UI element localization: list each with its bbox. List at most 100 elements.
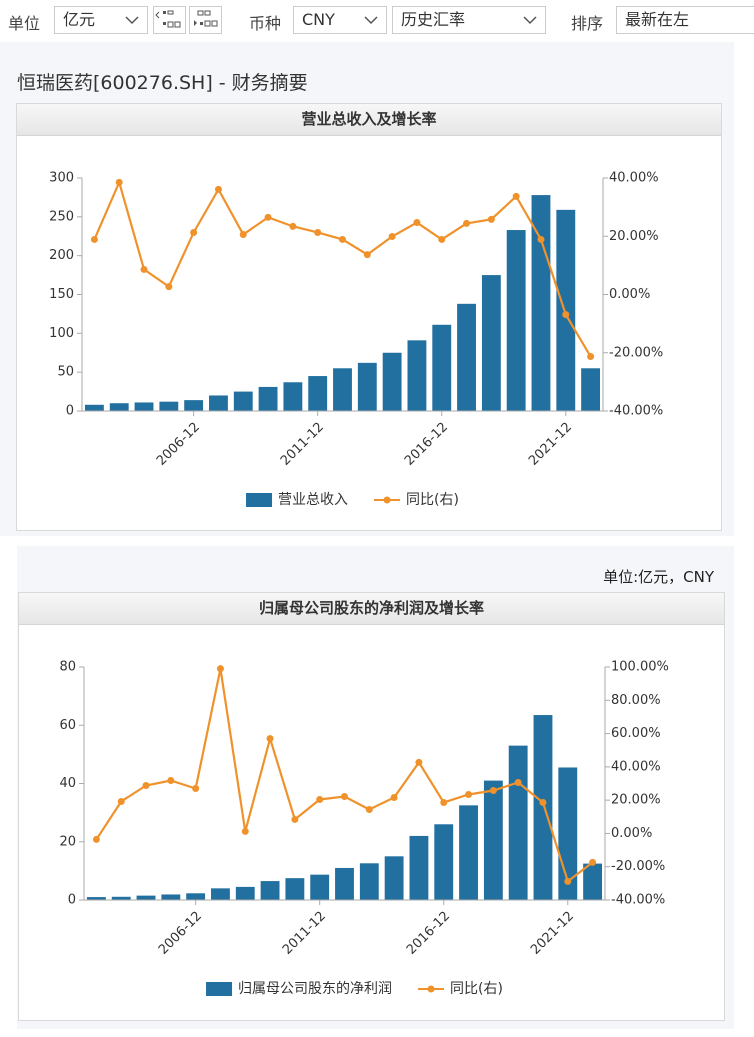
bar xyxy=(84,404,104,411)
line-point xyxy=(192,784,200,792)
unit-select[interactable]: 亿元 xyxy=(54,6,148,34)
bar xyxy=(556,209,576,411)
line-point xyxy=(291,815,299,823)
x-tick-label: 2011-12 xyxy=(280,909,329,958)
line-point xyxy=(589,858,597,866)
y2-tick-label: -40.00% xyxy=(611,893,665,908)
bar xyxy=(583,863,603,900)
line-point xyxy=(363,251,371,259)
bar xyxy=(357,362,377,411)
legend-item: 同比(右) xyxy=(374,492,459,508)
bar xyxy=(382,352,402,411)
y-tick-label: 300 xyxy=(49,171,74,186)
chart: 0 20 40 60 80 -40.00% -20.00% 0.00% 20.00% 40.00%… xyxy=(59,660,668,998)
bar xyxy=(235,886,255,900)
legend-swatch xyxy=(427,985,435,993)
line-point xyxy=(388,233,396,241)
line-point xyxy=(463,219,471,227)
line-point xyxy=(239,231,247,239)
line-point xyxy=(365,805,373,813)
line-point xyxy=(465,790,473,798)
line-point xyxy=(564,877,572,885)
y-tick-label: 150 xyxy=(49,287,74,302)
line-point xyxy=(512,192,520,200)
bar xyxy=(184,400,204,411)
chart-title: 归属母公司股东的净利润及增长率 xyxy=(19,593,724,625)
line-point xyxy=(266,735,274,743)
chevron xyxy=(364,16,378,25)
bar xyxy=(359,863,379,900)
currency-select[interactable]: CNY xyxy=(293,6,387,34)
bar xyxy=(186,893,206,900)
line-point xyxy=(390,793,398,801)
chart-panel: 营业总收入及增长率 0 50 100 150 200 250 300 -40.00% -20.00… xyxy=(16,103,722,531)
unit-value: 亿元 xyxy=(63,10,96,29)
line-point xyxy=(92,835,100,843)
icon xyxy=(155,10,181,28)
y-tick-label: 0 xyxy=(68,893,76,908)
bar xyxy=(308,376,328,411)
page-title: 恒瑞医药[600276.SH] - 财务摘要 xyxy=(17,72,308,94)
x-tick-label: 2016-12 xyxy=(402,420,451,469)
decimal-decrease-button[interactable] xyxy=(153,6,186,34)
bar xyxy=(209,395,228,411)
legend-item: 营业总收入 xyxy=(246,492,348,508)
y2-tick-label: 0.00% xyxy=(609,287,650,302)
sort-value: 最新在左 xyxy=(625,10,690,29)
bar xyxy=(432,324,452,411)
y2-tick-label: 60.00% xyxy=(611,726,661,741)
unit-label: 单位 xyxy=(8,14,41,33)
bar xyxy=(506,230,526,411)
line-point xyxy=(487,215,495,223)
bar xyxy=(111,896,131,900)
line-point xyxy=(314,228,322,236)
bar xyxy=(86,897,106,900)
line-point xyxy=(115,178,123,186)
bar xyxy=(211,888,230,900)
x-tick-label: 2011-12 xyxy=(278,420,327,469)
y-tick-label: 40 xyxy=(59,776,76,791)
currency-value: CNY xyxy=(302,10,335,29)
line-point xyxy=(562,311,570,319)
bar xyxy=(481,275,501,411)
legend: 归属母公司股东的净利润 同比(右) xyxy=(206,980,503,997)
unit-note: 单位:亿元，CNY xyxy=(603,568,714,586)
y2-tick-label: -40.00% xyxy=(609,404,663,419)
bar xyxy=(285,878,305,900)
bar xyxy=(136,895,156,900)
y-tick-label: 20 xyxy=(59,834,76,849)
y2-tick-label: 20.00% xyxy=(611,793,661,808)
decimal-increase-button[interactable] xyxy=(189,6,222,34)
y2-tick-label: -20.00% xyxy=(609,345,663,360)
bar xyxy=(283,382,303,411)
y2-tick-label: 80.00% xyxy=(611,693,661,708)
bar xyxy=(109,403,129,411)
rate-select[interactable]: 历史汇率 xyxy=(392,6,546,34)
legend-swatch xyxy=(206,982,233,996)
line-point xyxy=(165,283,173,291)
y-tick-label: 0 xyxy=(66,404,74,419)
line-point xyxy=(587,353,595,361)
bar xyxy=(434,824,454,900)
chart: 0 50 100 150 200 250 300 -40.00% -20.00% 0.00% 20.… xyxy=(49,171,663,509)
bar xyxy=(159,401,179,411)
y-tick-label: 100 xyxy=(49,326,74,341)
legend-label: 同比(右) xyxy=(406,492,459,508)
y-tick-label: 50 xyxy=(57,365,74,380)
y2-tick-label: 20.00% xyxy=(609,229,659,244)
sort-select[interactable]: 最新在左 xyxy=(616,6,754,34)
line-point xyxy=(241,827,249,835)
legend-swatch xyxy=(383,496,391,504)
line-point xyxy=(415,758,423,766)
chart-title: 营业总收入及增长率 xyxy=(17,104,721,136)
x-tick-label: 2006-12 xyxy=(156,909,205,958)
bar xyxy=(335,867,354,900)
legend: 营业总收入 同比(右) xyxy=(246,492,459,508)
bar xyxy=(409,835,429,900)
sort-label: 排序 xyxy=(571,14,604,33)
line-point xyxy=(117,797,125,805)
legend-label: 同比(右) xyxy=(450,981,503,997)
line-point xyxy=(514,779,522,787)
y-tick-label: 80 xyxy=(59,660,76,675)
